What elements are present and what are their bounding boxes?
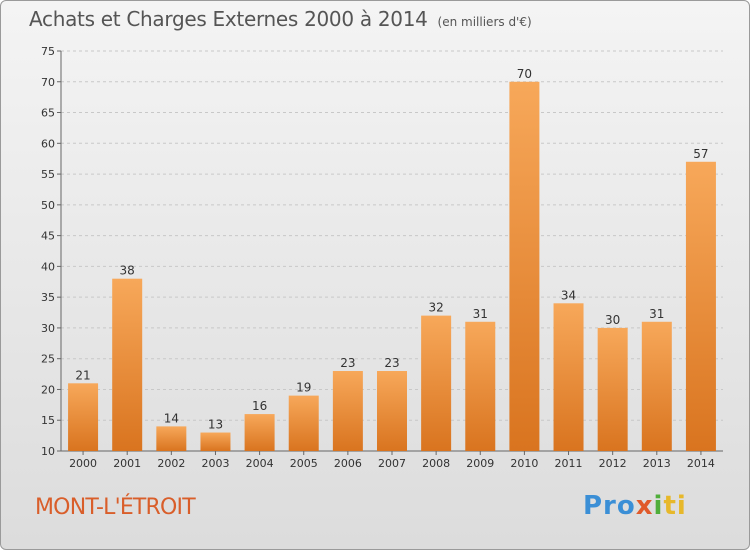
value-label: 31 [473, 307, 488, 321]
value-label: 57 [693, 147, 708, 161]
y-tick-label: 25 [41, 353, 55, 366]
chart-title: Achats et Charges Externes 2000 à 2014 (e… [29, 7, 532, 31]
x-tick-label: 2008 [422, 457, 450, 470]
x-tick-label: 2005 [290, 457, 318, 470]
x-tick-label: 2011 [555, 457, 583, 470]
logo-part-3: i [653, 491, 664, 521]
value-label: 23 [340, 356, 355, 370]
y-tick-label: 70 [41, 76, 55, 89]
bar [288, 395, 319, 451]
y-tick-label: 65 [41, 107, 55, 120]
y-tick-label: 15 [41, 414, 55, 427]
bar [200, 432, 231, 451]
x-tick-label: 2013 [643, 457, 671, 470]
town-name: MONT-L'ÉTROIT [35, 495, 196, 520]
proxiti-logo[interactable]: Proxiti [583, 491, 687, 521]
y-tick-label: 75 [41, 45, 55, 58]
value-label: 23 [384, 356, 399, 370]
y-tick-label: 35 [41, 291, 55, 304]
bar [377, 371, 407, 451]
y-tick-label: 60 [41, 137, 55, 150]
value-label: 31 [649, 307, 664, 321]
value-label: 16 [252, 399, 267, 413]
value-label: 21 [75, 368, 90, 382]
y-tick-label: 20 [41, 383, 55, 396]
bar [244, 414, 275, 451]
y-tick-label: 10 [41, 445, 55, 458]
bar [156, 426, 187, 451]
y-tick-label: 55 [41, 168, 55, 181]
x-tick-label: 2010 [510, 457, 538, 470]
x-tick-label: 2012 [599, 457, 627, 470]
value-label: 19 [296, 381, 311, 395]
bar [332, 371, 363, 451]
logo-part-2: x [635, 491, 654, 521]
y-tick-label: 40 [41, 260, 55, 273]
x-tick-label: 2001 [113, 457, 141, 470]
bar [641, 321, 672, 451]
x-tick-label: 2009 [466, 457, 494, 470]
x-tick-label: 2003 [201, 457, 229, 470]
y-tick-label: 30 [41, 322, 55, 335]
value-label: 34 [561, 288, 576, 302]
x-tick-label: 2007 [378, 457, 406, 470]
logo-part-1: Pro [583, 491, 636, 521]
chart-unit: (en milliers d'€) [437, 15, 532, 29]
logo-part-4: ti [663, 491, 687, 521]
y-tick-label: 45 [41, 230, 55, 243]
bar [465, 321, 496, 451]
value-label: 38 [120, 264, 135, 278]
x-tick-label: 2014 [687, 457, 715, 470]
x-tick-label: 2000 [69, 457, 97, 470]
x-tick-label: 2006 [334, 457, 362, 470]
bars [68, 81, 716, 452]
bar [553, 303, 584, 451]
bar [597, 327, 628, 451]
value-label: 13 [208, 418, 223, 432]
x-tick-label: 2002 [157, 457, 185, 470]
bar [112, 278, 143, 451]
chart-title-text: Achats et Charges Externes 2000 à 2014 [29, 7, 428, 31]
y-tick-label: 50 [41, 199, 55, 212]
value-label: 32 [428, 301, 443, 315]
value-label: 30 [605, 313, 620, 327]
bar [685, 161, 716, 451]
bar [421, 315, 452, 451]
bar [509, 81, 540, 452]
bar [68, 383, 99, 451]
value-label: 14 [164, 411, 179, 425]
value-label: 70 [517, 67, 532, 81]
labels: 21 2000 38 2001 14 2002 13 2003 16 2004 19 2005 23 20… [69, 67, 715, 470]
x-tick-label: 2004 [246, 457, 274, 470]
